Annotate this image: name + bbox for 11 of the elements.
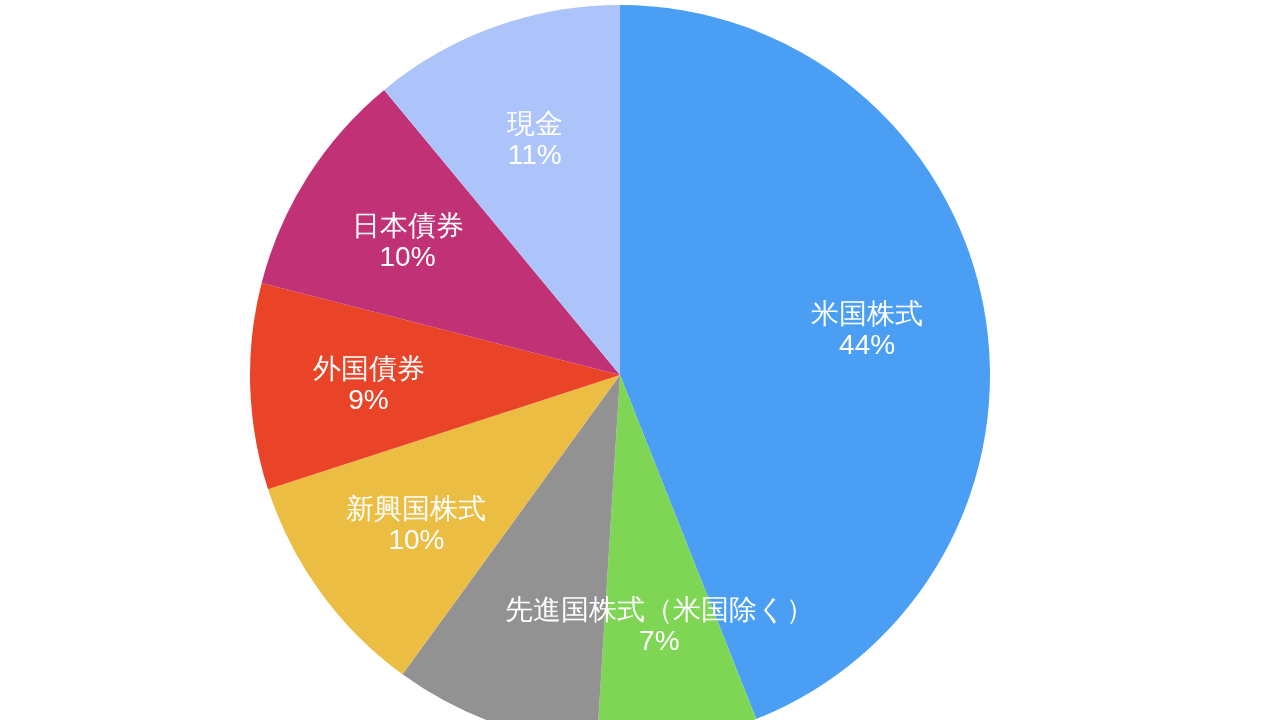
slice-label: 米国株式 [811,297,924,329]
data-label: 10% [388,523,445,555]
data-label: 10% [379,241,436,273]
slice-label: 現金 [506,108,563,140]
slice-label: 新興国株式 [346,492,487,524]
slice-label: 日本債券 [351,210,464,242]
data-label: 11% [507,139,562,171]
data-label: 44% [839,328,896,360]
slice-label: 外国債券 [312,352,425,384]
data-label: 9% [348,383,389,415]
data-label: 7% [639,624,680,656]
